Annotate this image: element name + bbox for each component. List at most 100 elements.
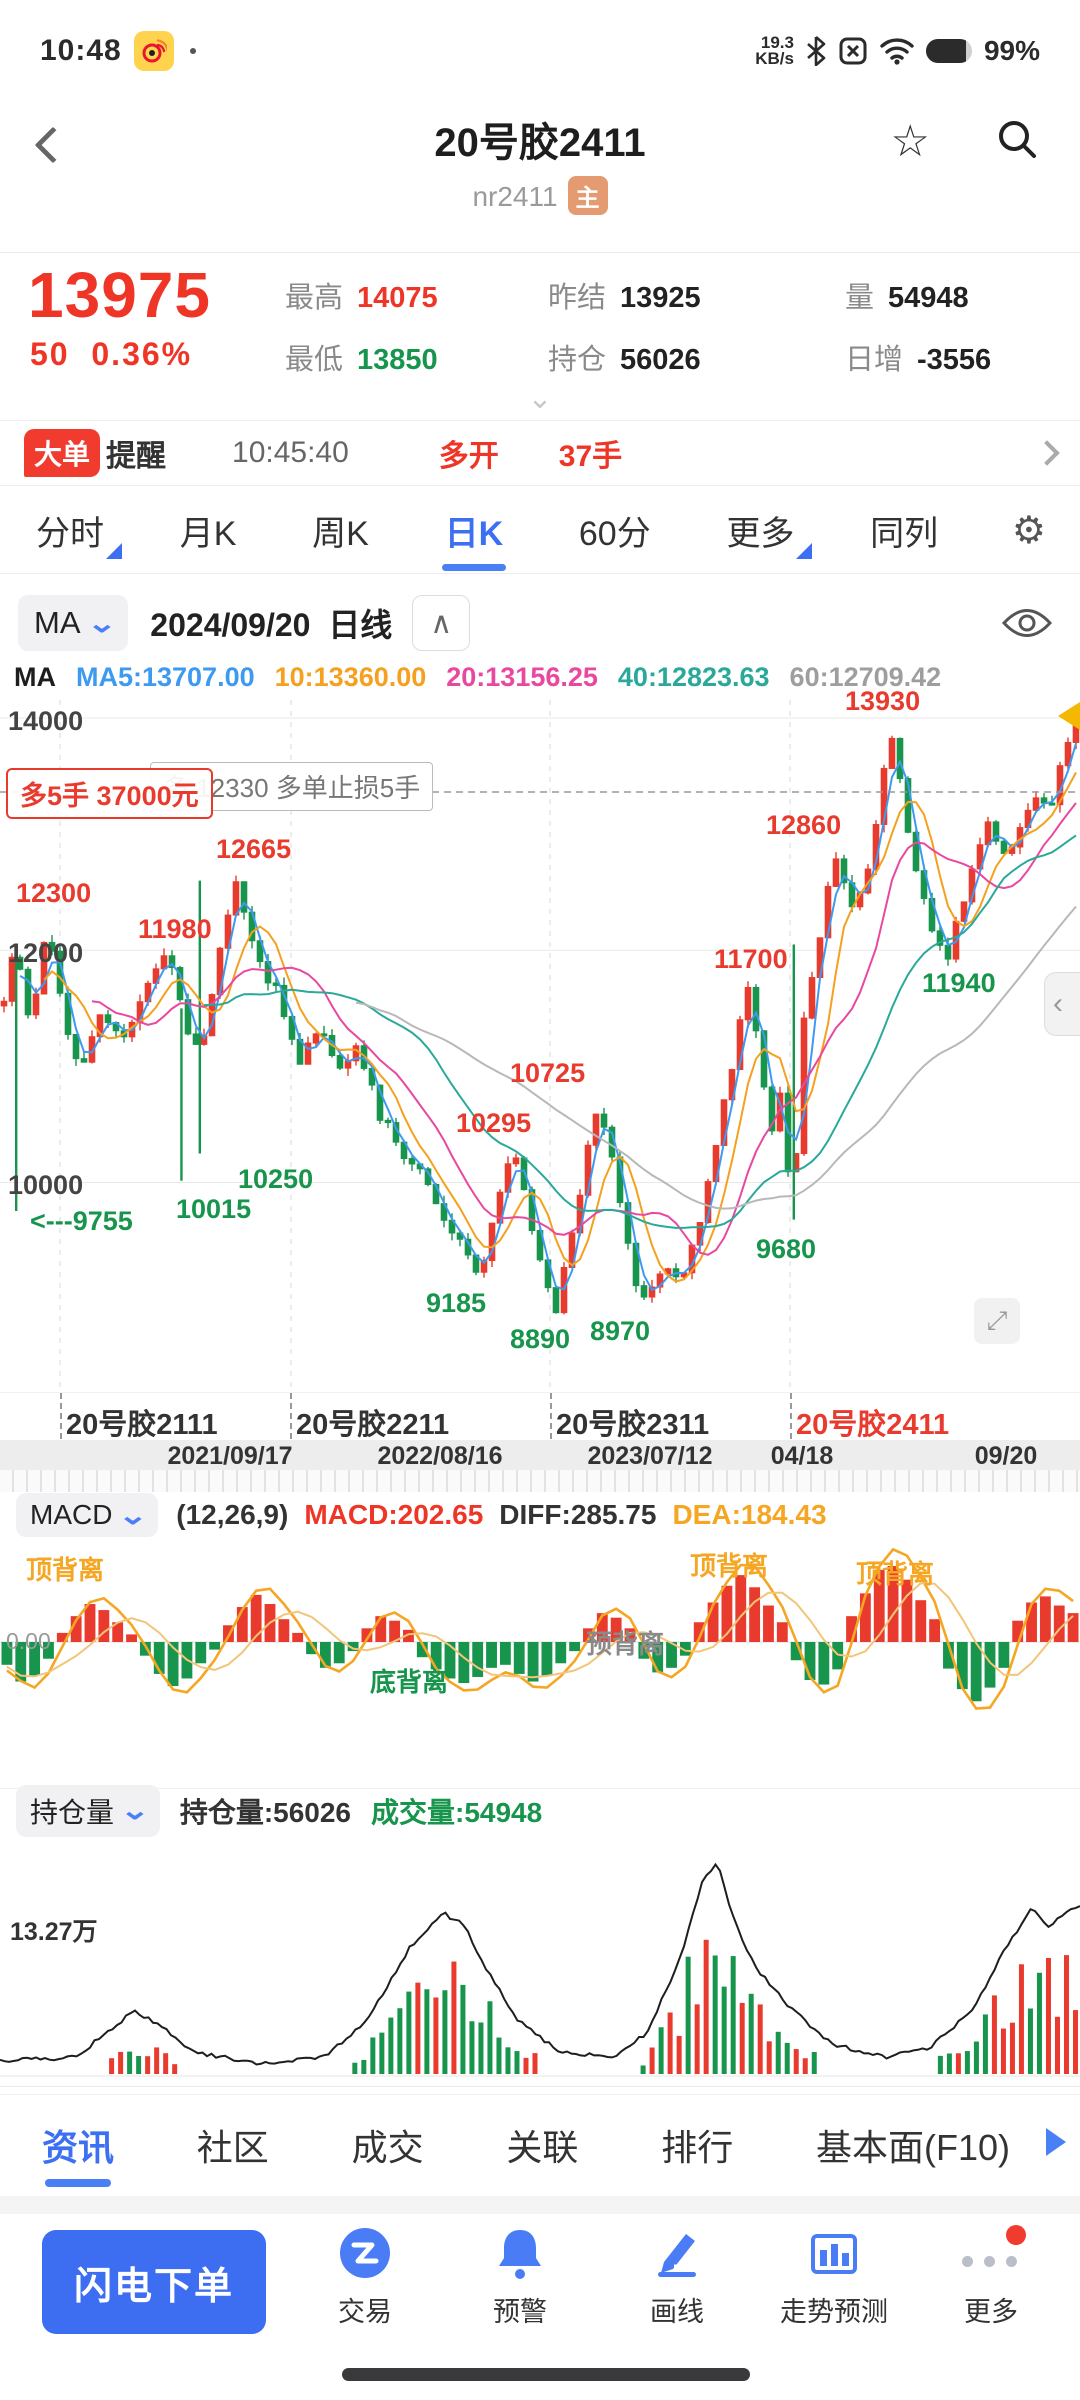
date-label: 2022/08/16	[377, 1442, 502, 1471]
clock: 10:48	[40, 34, 122, 68]
price-annotation: 13930	[845, 686, 920, 717]
chart-scrollbar[interactable]	[0, 1470, 1080, 1492]
oi-canvas	[0, 1834, 1080, 2084]
price-annotation: 14000	[8, 706, 83, 737]
oi-value: 持仓量:56026	[180, 1791, 351, 1831]
ma-legend-item: MA	[14, 662, 56, 698]
price-annotation: 11700	[714, 944, 788, 975]
divergence-label: 底背离	[370, 1662, 448, 1699]
action-trend-forecast[interactable]: 走势预测	[774, 2224, 894, 2329]
price-annotation: 12665	[216, 834, 291, 865]
quote-field: 持仓56026	[548, 336, 701, 378]
macd-chart[interactable]: 顶背离底背离预背离顶背离顶背离 0.00	[0, 1538, 1080, 1762]
price-annotation: <---9755	[30, 1206, 133, 1237]
date-axis-row: 2021/09/172022/08/162023/07/1204/1809/20	[0, 1440, 1080, 1470]
network-speed: 19.3KB/s	[755, 35, 794, 67]
position-badge[interactable]: 多5手 37000元	[6, 768, 213, 819]
action-label: 走势预测	[774, 2290, 894, 2329]
last-price: 13975	[28, 258, 211, 332]
action-draw-line[interactable]: 画线	[617, 2224, 737, 2329]
date-label: 04/18	[771, 1442, 834, 1471]
divider-strip	[0, 2196, 1080, 2214]
quote-field: 量54948	[845, 274, 969, 316]
tab-同列[interactable]: 同列	[868, 496, 940, 565]
more-tabs-arrow-icon[interactable]	[1046, 2128, 1066, 2156]
contract-label: 20号胶2211	[296, 1401, 449, 1443]
collapse-toolbar-button[interactable]: ∧	[412, 595, 470, 651]
price-annotation: 10295	[456, 1108, 531, 1139]
bottom-tab-成交[interactable]: 成交	[352, 2119, 424, 2171]
macd-value: MACD:202.65	[304, 1499, 483, 1531]
bottom-tab-关联[interactable]: 关联	[506, 2119, 578, 2171]
price-annotation: 10015	[176, 1194, 251, 1225]
divergence-label: 顶背离	[690, 1546, 768, 1583]
bluetooth-icon	[806, 36, 826, 66]
trend-forecast-icon	[774, 2224, 894, 2282]
favorite-star-icon[interactable]: ☆	[891, 116, 930, 167]
ma-legend-item: 40:12823.63	[618, 662, 770, 698]
tab-月K[interactable]: 月K	[178, 496, 239, 565]
action-alert-bell[interactable]: 预警	[460, 2224, 580, 2329]
tab-60分[interactable]: 60分	[577, 496, 653, 565]
notification-dot	[190, 48, 196, 54]
ma-legend-item: 20:13156.25	[446, 662, 598, 698]
draw-line-icon	[617, 2224, 737, 2282]
quote-field: 最低13850	[285, 336, 438, 378]
big-order-alert-banner[interactable]: 大单 提醒 10:45:40 多开 37手	[0, 420, 1080, 486]
tab-日K[interactable]: 日K	[443, 496, 506, 565]
weibo-notification-icon	[134, 31, 174, 71]
home-indicator[interactable]	[342, 2368, 750, 2381]
action-trade[interactable]: 交易	[305, 2224, 425, 2329]
contract-boundary-tick	[290, 1393, 292, 1439]
tab-分时[interactable]: 分时	[34, 496, 106, 565]
oi-indicator-selector[interactable]: 持仓量⌄	[16, 1785, 160, 1837]
search-icon[interactable]	[994, 116, 1040, 162]
alert-time: 10:45:40	[232, 436, 349, 470]
volume-value: 成交量:54948	[371, 1791, 542, 1831]
tab-周K[interactable]: 周K	[310, 496, 371, 565]
macd-indicator-selector[interactable]: MACD⌄	[16, 1493, 158, 1537]
alert-bell-icon	[460, 2224, 580, 2282]
ma-legend-item: MA5:13707.00	[76, 662, 255, 698]
battery-percent: 99%	[984, 35, 1040, 67]
flash-order-button[interactable]: 闪电下单	[42, 2230, 266, 2334]
kline-chart[interactable]: 1400012000100001393012300119801266512860…	[0, 700, 1080, 1392]
action-label: 画线	[617, 2290, 737, 2329]
chevron-right-icon	[1034, 440, 1059, 465]
collapse-quote-caret-icon[interactable]: ⌄	[512, 388, 568, 414]
price-annotation: 11980	[138, 914, 212, 945]
macd-params: (12,26,9)	[176, 1499, 288, 1531]
open-interest-header: 持仓量⌄ 持仓量:56026 成交量:54948	[0, 1788, 1080, 1832]
fullscreen-icon[interactable]: ⤢	[974, 1298, 1020, 1344]
bottom-tab-社区[interactable]: 社区	[197, 2119, 269, 2171]
action-label: 交易	[305, 2290, 425, 2329]
no-sim-icon	[838, 36, 868, 66]
contract-label: 20号胶2311	[556, 1401, 709, 1443]
price-annotation: 10000	[8, 1170, 83, 1201]
action-more-dots[interactable]: 更多	[931, 2224, 1051, 2329]
quote-panel[interactable]: 13975 50 0.36% 最高14075昨结13925量54948最低138…	[0, 256, 1080, 394]
date-label: 2023/07/12	[587, 1442, 712, 1471]
price-change: 50 0.36%	[30, 336, 192, 373]
bottom-tab-排行[interactable]: 排行	[661, 2119, 733, 2171]
bottom-tab-bar: 资讯 社区 成交 关联 排行 基本面(F10)	[0, 2094, 1080, 2194]
side-panel-handle[interactable]: ‹	[1044, 972, 1080, 1036]
price-annotation: 10250	[238, 1164, 313, 1195]
open-interest-chart[interactable]: 13.27万	[0, 1834, 1080, 2084]
main-contract-badge: 主	[568, 176, 608, 215]
tab-更多[interactable]: 更多	[724, 496, 796, 565]
eye-visibility-icon[interactable]	[1002, 606, 1052, 640]
oi-axis-label: 13.27万	[10, 1912, 98, 1948]
contract-label: 20号胶2411	[796, 1401, 949, 1443]
chart-date-label: 2024/09/20 日线	[150, 600, 392, 646]
settings-gear-icon[interactable]: ⚙	[1012, 508, 1046, 553]
bottom-tab-基本面(F10)[interactable]: 基本面(F10)	[816, 2119, 1010, 2171]
alert-label: 提醒	[106, 431, 166, 475]
contract-boundary-tick	[60, 1393, 62, 1439]
contract-axis-row: 20号胶211120号胶221120号胶231120号胶2411	[0, 1392, 1080, 1440]
indicator-selector[interactable]: MA⌄	[18, 595, 128, 651]
wifi-icon	[880, 37, 914, 65]
caret-corner-icon	[796, 543, 812, 559]
bottom-tab-资讯[interactable]: 资讯	[42, 2119, 114, 2171]
quote-field: 最高14075	[285, 274, 438, 316]
